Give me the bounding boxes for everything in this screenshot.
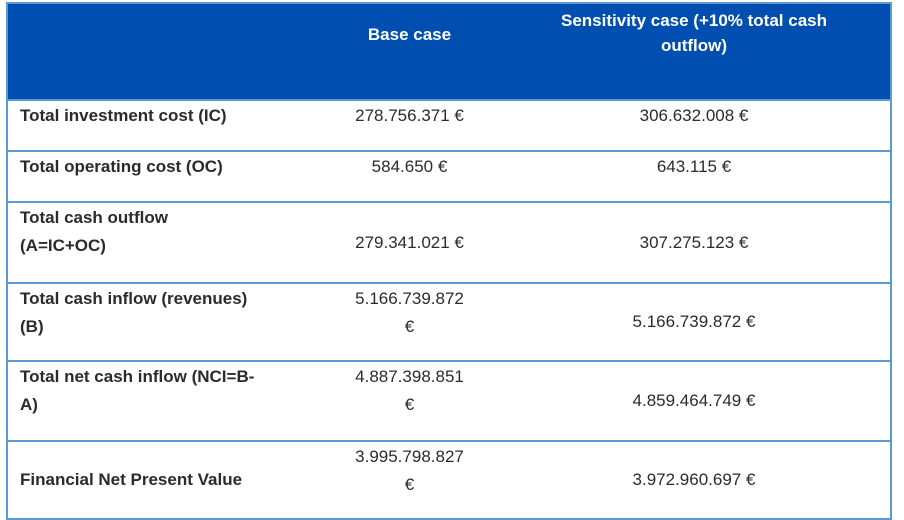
table-row: Total investment cost (IC) 278.756.371 €…: [7, 99, 891, 151]
header-base-case: Base case: [321, 3, 498, 100]
row-label: Total net cash inflow (NCI=B- A): [7, 360, 321, 441]
header-sensitivity-case: Sensitivity case (+10% total cash outflo…: [498, 3, 891, 100]
base-value: 3.995.798.827 €: [321, 440, 498, 519]
sensitivity-value: 3.972.960.697 €: [498, 440, 891, 519]
base-value: 5.166.739.872 €: [321, 282, 498, 361]
sensitivity-value: 4.859.464.749 €: [498, 360, 891, 441]
base-value: 278.756.371 €: [321, 99, 498, 151]
row-label: Total cash outflow (A=IC+OC): [7, 201, 321, 283]
row-label: Financial Net Present Value: [7, 440, 321, 519]
sensitivity-value: 307.275.123 €: [498, 201, 891, 283]
sensitivity-value: 643.115 €: [498, 150, 891, 202]
base-value: 279.341.021 €: [321, 201, 498, 283]
base-value: 4.887.398.851 €: [321, 360, 498, 441]
header-row: Base case Sensitivity case (+10% total c…: [7, 3, 891, 100]
row-label: Total operating cost (OC): [7, 150, 321, 202]
table-row: Total net cash inflow (NCI=B- A) 4.887.3…: [7, 360, 891, 441]
row-label: Total cash inflow (revenues) (B): [7, 282, 321, 361]
sensitivity-value: 306.632.008 €: [498, 99, 891, 151]
table-row: Total operating cost (OC) 584.650 € 643.…: [7, 150, 891, 202]
base-value: 584.650 €: [321, 150, 498, 202]
table-row: Financial Net Present Value 3.995.798.82…: [7, 440, 891, 519]
header-empty: [7, 3, 321, 100]
sensitivity-value: 5.166.739.872 €: [498, 282, 891, 361]
table-row: Total cash outflow (A=IC+OC) 279.341.021…: [7, 201, 891, 283]
row-label: Total investment cost (IC): [7, 99, 321, 151]
table-row: Total cash inflow (revenues) (B) 5.166.7…: [7, 282, 891, 361]
financial-comparison-table: Base case Sensitivity case (+10% total c…: [6, 2, 892, 520]
